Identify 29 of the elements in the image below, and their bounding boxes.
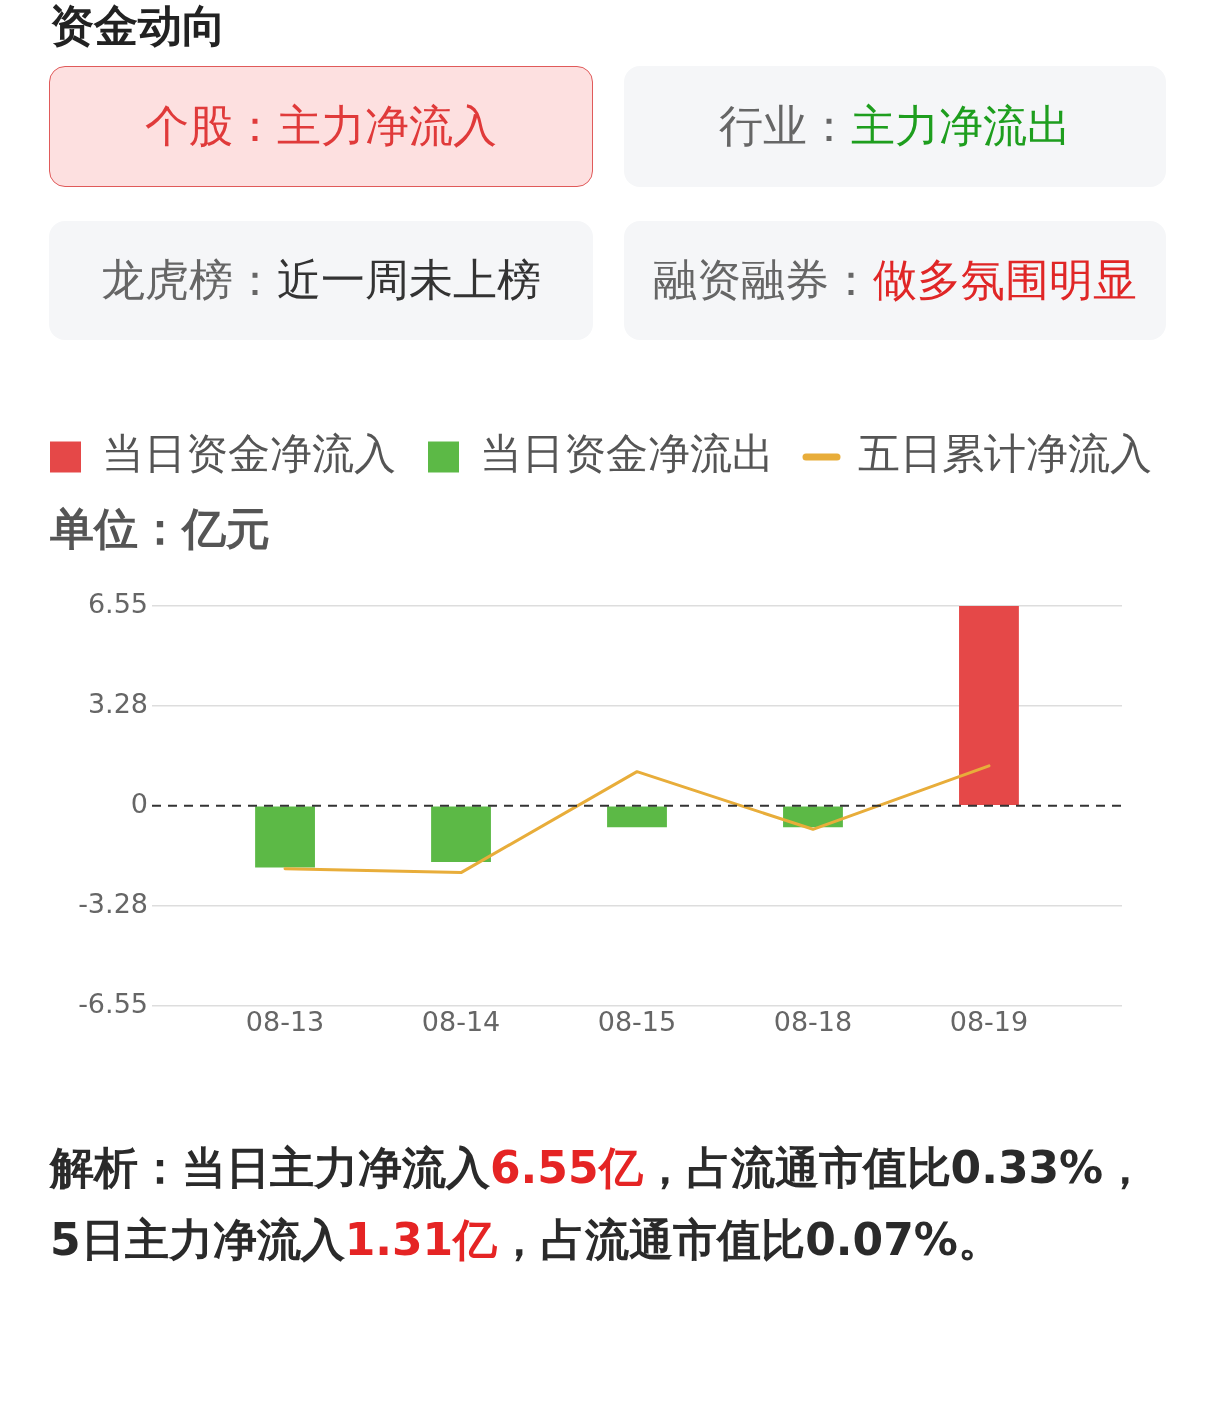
text: 主力净流出	[851, 99, 1071, 153]
text: 5日主力净流入	[50, 1213, 345, 1267]
x-tick-label: 08-13	[245, 1005, 325, 1037]
x-tick-label: 08-14	[421, 1005, 501, 1037]
x-tick-label: 08-19	[949, 1005, 1029, 1037]
legend-label: 五日累计净流入	[858, 428, 1152, 478]
text: 1.31亿	[344, 1213, 498, 1267]
text: 主力净流入	[277, 99, 497, 153]
y-axis-title: 单位：亿元	[49, 503, 270, 555]
text: ，占流通市值比0.33%，	[642, 1141, 1148, 1195]
chart-title: 资金动向	[50, 0, 226, 52]
text: 个股：	[145, 99, 277, 153]
text: 龙虎榜：	[101, 253, 277, 307]
text: ，占流通市值比0.07%。	[497, 1213, 1002, 1267]
text: 6.55亿	[490, 1141, 643, 1195]
y-tick-label: -3.28	[78, 887, 148, 919]
text: 解析：当日主力净流入	[50, 1141, 490, 1195]
y-tick-label: 6.55	[87, 588, 148, 620]
y-tick-label: 0	[130, 787, 148, 819]
text: 行业：	[719, 99, 851, 153]
y-tick-label: 3.28	[87, 687, 148, 719]
y-tick-label: -6.55	[78, 987, 148, 1019]
text: 近一周未上榜	[277, 253, 541, 307]
text: 做多氛围明显	[873, 253, 1137, 307]
x-tick-label: 08-18	[773, 1005, 853, 1037]
legend-label: 当日资金净流入	[102, 428, 396, 478]
legend-label: 当日资金净流出	[480, 428, 774, 478]
x-tick-label: 08-15	[597, 1005, 677, 1037]
text: 融资融券：	[653, 253, 873, 307]
